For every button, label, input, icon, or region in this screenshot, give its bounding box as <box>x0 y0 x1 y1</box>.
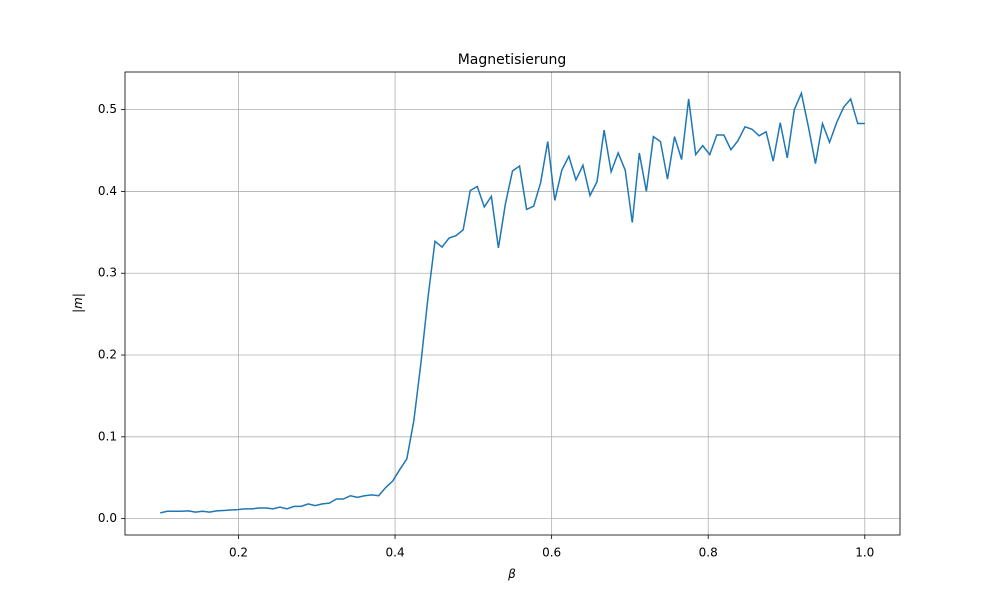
x-tick-label: 1.0 <box>855 546 874 560</box>
x-tick-label: 0.6 <box>542 546 561 560</box>
y-axis-label: |m| <box>71 293 85 313</box>
y-tick-label: 0.1 <box>98 429 117 443</box>
chart-title: Magnetisierung <box>458 52 567 68</box>
x-axis-label: β <box>507 567 516 581</box>
y-tick-label: 0.2 <box>98 348 117 362</box>
x-tick-label: 0.2 <box>229 546 248 560</box>
plot-frame <box>124 71 901 536</box>
line-series <box>160 90 865 514</box>
y-tick-label: 0.5 <box>98 102 117 116</box>
x-tick-label: 0.4 <box>386 546 405 560</box>
y-tick-label: 0.3 <box>98 266 117 280</box>
x-tick-label: 0.8 <box>699 546 718 560</box>
y-tick-label: 0.0 <box>98 511 117 525</box>
y-tick-label: 0.4 <box>98 184 117 198</box>
